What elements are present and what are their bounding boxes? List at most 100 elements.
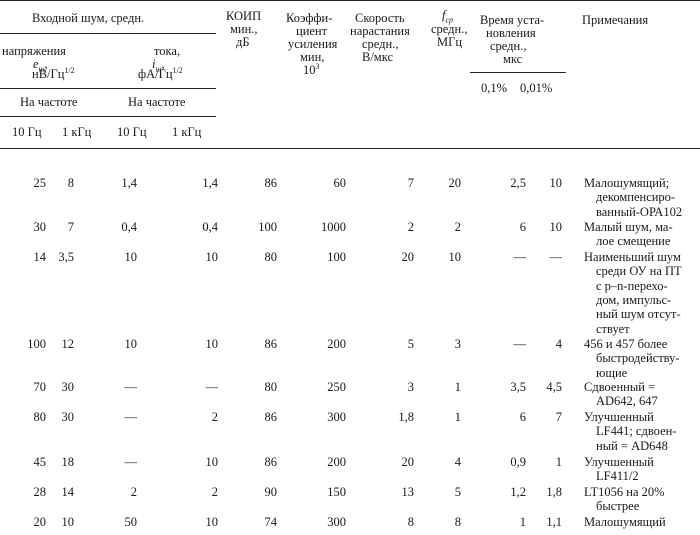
cell-s1: — (513, 250, 527, 264)
cell-s2: 1,8 (546, 485, 562, 499)
freq-i-10hz: 10 Гц (117, 125, 147, 139)
cell-i1k: — (205, 380, 219, 394)
settle-header-1: Время уста- (480, 13, 545, 27)
cell-v1k: 8 (67, 176, 74, 190)
cell-i10: — (124, 410, 138, 424)
cell-cmrr: 86 (264, 176, 278, 190)
note-line: среди ОУ на ПТ (596, 264, 682, 279)
cell-v1k: 30 (61, 380, 75, 394)
cell-cmrr: 86 (264, 410, 278, 424)
note-line: Малошумящий (584, 515, 666, 529)
cell-fcp: 8 (454, 515, 461, 529)
cell-s2: 4 (555, 337, 562, 351)
cell-s1: 2,5 (510, 176, 526, 190)
slew-header-2: нарастания (350, 24, 410, 38)
fcp-header-2: средн., (431, 22, 468, 36)
cell-s2: — (549, 250, 563, 264)
cell-i10: — (124, 455, 138, 469)
noise-group-title: Входной шум, средн. (32, 11, 145, 25)
cell-i1k: 1,4 (202, 176, 218, 190)
cell-slew: 5 (407, 337, 414, 351)
note-line: ванный-ОРА102 (596, 204, 683, 219)
cell-cmrr: 80 (264, 250, 278, 264)
cell-i10: 50 (124, 515, 138, 529)
fcp-header-3: МГц (437, 35, 463, 49)
note-line: быстрее (596, 499, 640, 514)
cell-s1: 1 (519, 515, 526, 529)
cell-i1k: 2 (211, 485, 218, 499)
note-line: ный шум отсут- (596, 307, 681, 322)
cell-cmrr: 100 (258, 220, 277, 234)
cell-i10: — (124, 380, 138, 394)
cell-fcp: 1 (454, 380, 461, 394)
cell-fcp: 10 (448, 250, 462, 264)
cell-s2: 1 (555, 455, 562, 469)
cell-i1k: 10 (205, 515, 219, 529)
gain-header-3: усиления (288, 37, 338, 51)
cell-v10: 70 (33, 380, 47, 394)
note-line: декомпенсиро- (596, 190, 676, 205)
cell-i1k: 0,4 (202, 220, 218, 234)
cell-s1: 0,9 (510, 455, 526, 469)
settle-0-01pct: 0,01% (520, 81, 553, 95)
gain-header-1: Коэффи- (286, 11, 333, 25)
cell-v1k: 7 (67, 220, 74, 234)
cell-s2: 10 (549, 176, 563, 190)
note-line: ствует (596, 321, 630, 336)
current-at-frequency: На частоте (128, 95, 186, 109)
cell-v1k: 18 (61, 455, 75, 469)
note-line: с p–n-перехо- (596, 278, 668, 293)
cell-i1k: 10 (205, 455, 219, 469)
note-line: LT1056 на 20% (584, 485, 665, 499)
cell-s1: — (513, 337, 527, 351)
settle-header-3: средн., (490, 39, 527, 53)
cell-cmrr: 86 (264, 337, 278, 351)
gain-header-2: циент (296, 24, 328, 38)
cell-v10: 80 (33, 410, 47, 424)
cell-i1k: 10 (205, 337, 219, 351)
header-rule-bottom (0, 148, 700, 149)
freq-v-10hz: 10 Гц (12, 125, 42, 139)
cell-i1k: 2 (211, 410, 218, 424)
noise-units-rule (0, 88, 216, 89)
note-line: Сдвоенный = (584, 380, 656, 394)
cell-gain: 60 (333, 176, 347, 190)
cell-slew: 20 (401, 455, 415, 469)
current-label: тока, (154, 44, 181, 58)
note-line: Малый шум, ма- (584, 220, 673, 234)
voltage-unit: нВ/Гц1/2 (32, 65, 75, 81)
cell-i10: 10 (124, 337, 138, 351)
cell-i10: 1,4 (121, 176, 137, 190)
cell-slew: 7 (407, 176, 414, 190)
cell-gain: 300 (327, 410, 346, 424)
cell-s1: 3,5 (510, 380, 526, 394)
voltage-label: напряжения (2, 44, 66, 58)
cell-i10: 0,4 (121, 220, 137, 234)
voltage-symbol: eш, (33, 57, 48, 74)
note-line: Наименьший шум (584, 250, 681, 264)
cell-fcp: 4 (454, 455, 461, 469)
cell-slew: 3 (407, 380, 414, 394)
cell-gain: 200 (327, 337, 346, 351)
cell-i1k: 10 (205, 250, 219, 264)
cell-s1: 6 (519, 220, 526, 234)
gain-header-5: 103 (303, 61, 320, 77)
freq-i-1khz: 1 кГц (172, 125, 202, 139)
cmrr-header-1: КОИП (226, 9, 262, 23)
note-line: 456 и 457 более (584, 337, 668, 351)
cell-slew: 1,8 (398, 410, 414, 424)
cell-v10: 14 (33, 250, 47, 264)
cell-fcp: 1 (454, 410, 461, 424)
note-line: Малошумящий; (584, 176, 670, 190)
slew-header-1: Скорость (355, 11, 405, 25)
cell-v1k: 10 (61, 515, 75, 529)
cell-i10: 2 (130, 485, 137, 499)
cell-v1k: 12 (61, 337, 75, 351)
slew-header-4: В/мкс (362, 50, 394, 64)
cell-slew: 20 (401, 250, 415, 264)
cell-i10: 10 (124, 250, 138, 264)
cell-v10: 20 (33, 515, 47, 529)
current-unit: фА/Гц1/2 (138, 65, 183, 81)
cell-cmrr: 74 (264, 515, 278, 529)
gain-header-4: мин, (300, 50, 325, 64)
